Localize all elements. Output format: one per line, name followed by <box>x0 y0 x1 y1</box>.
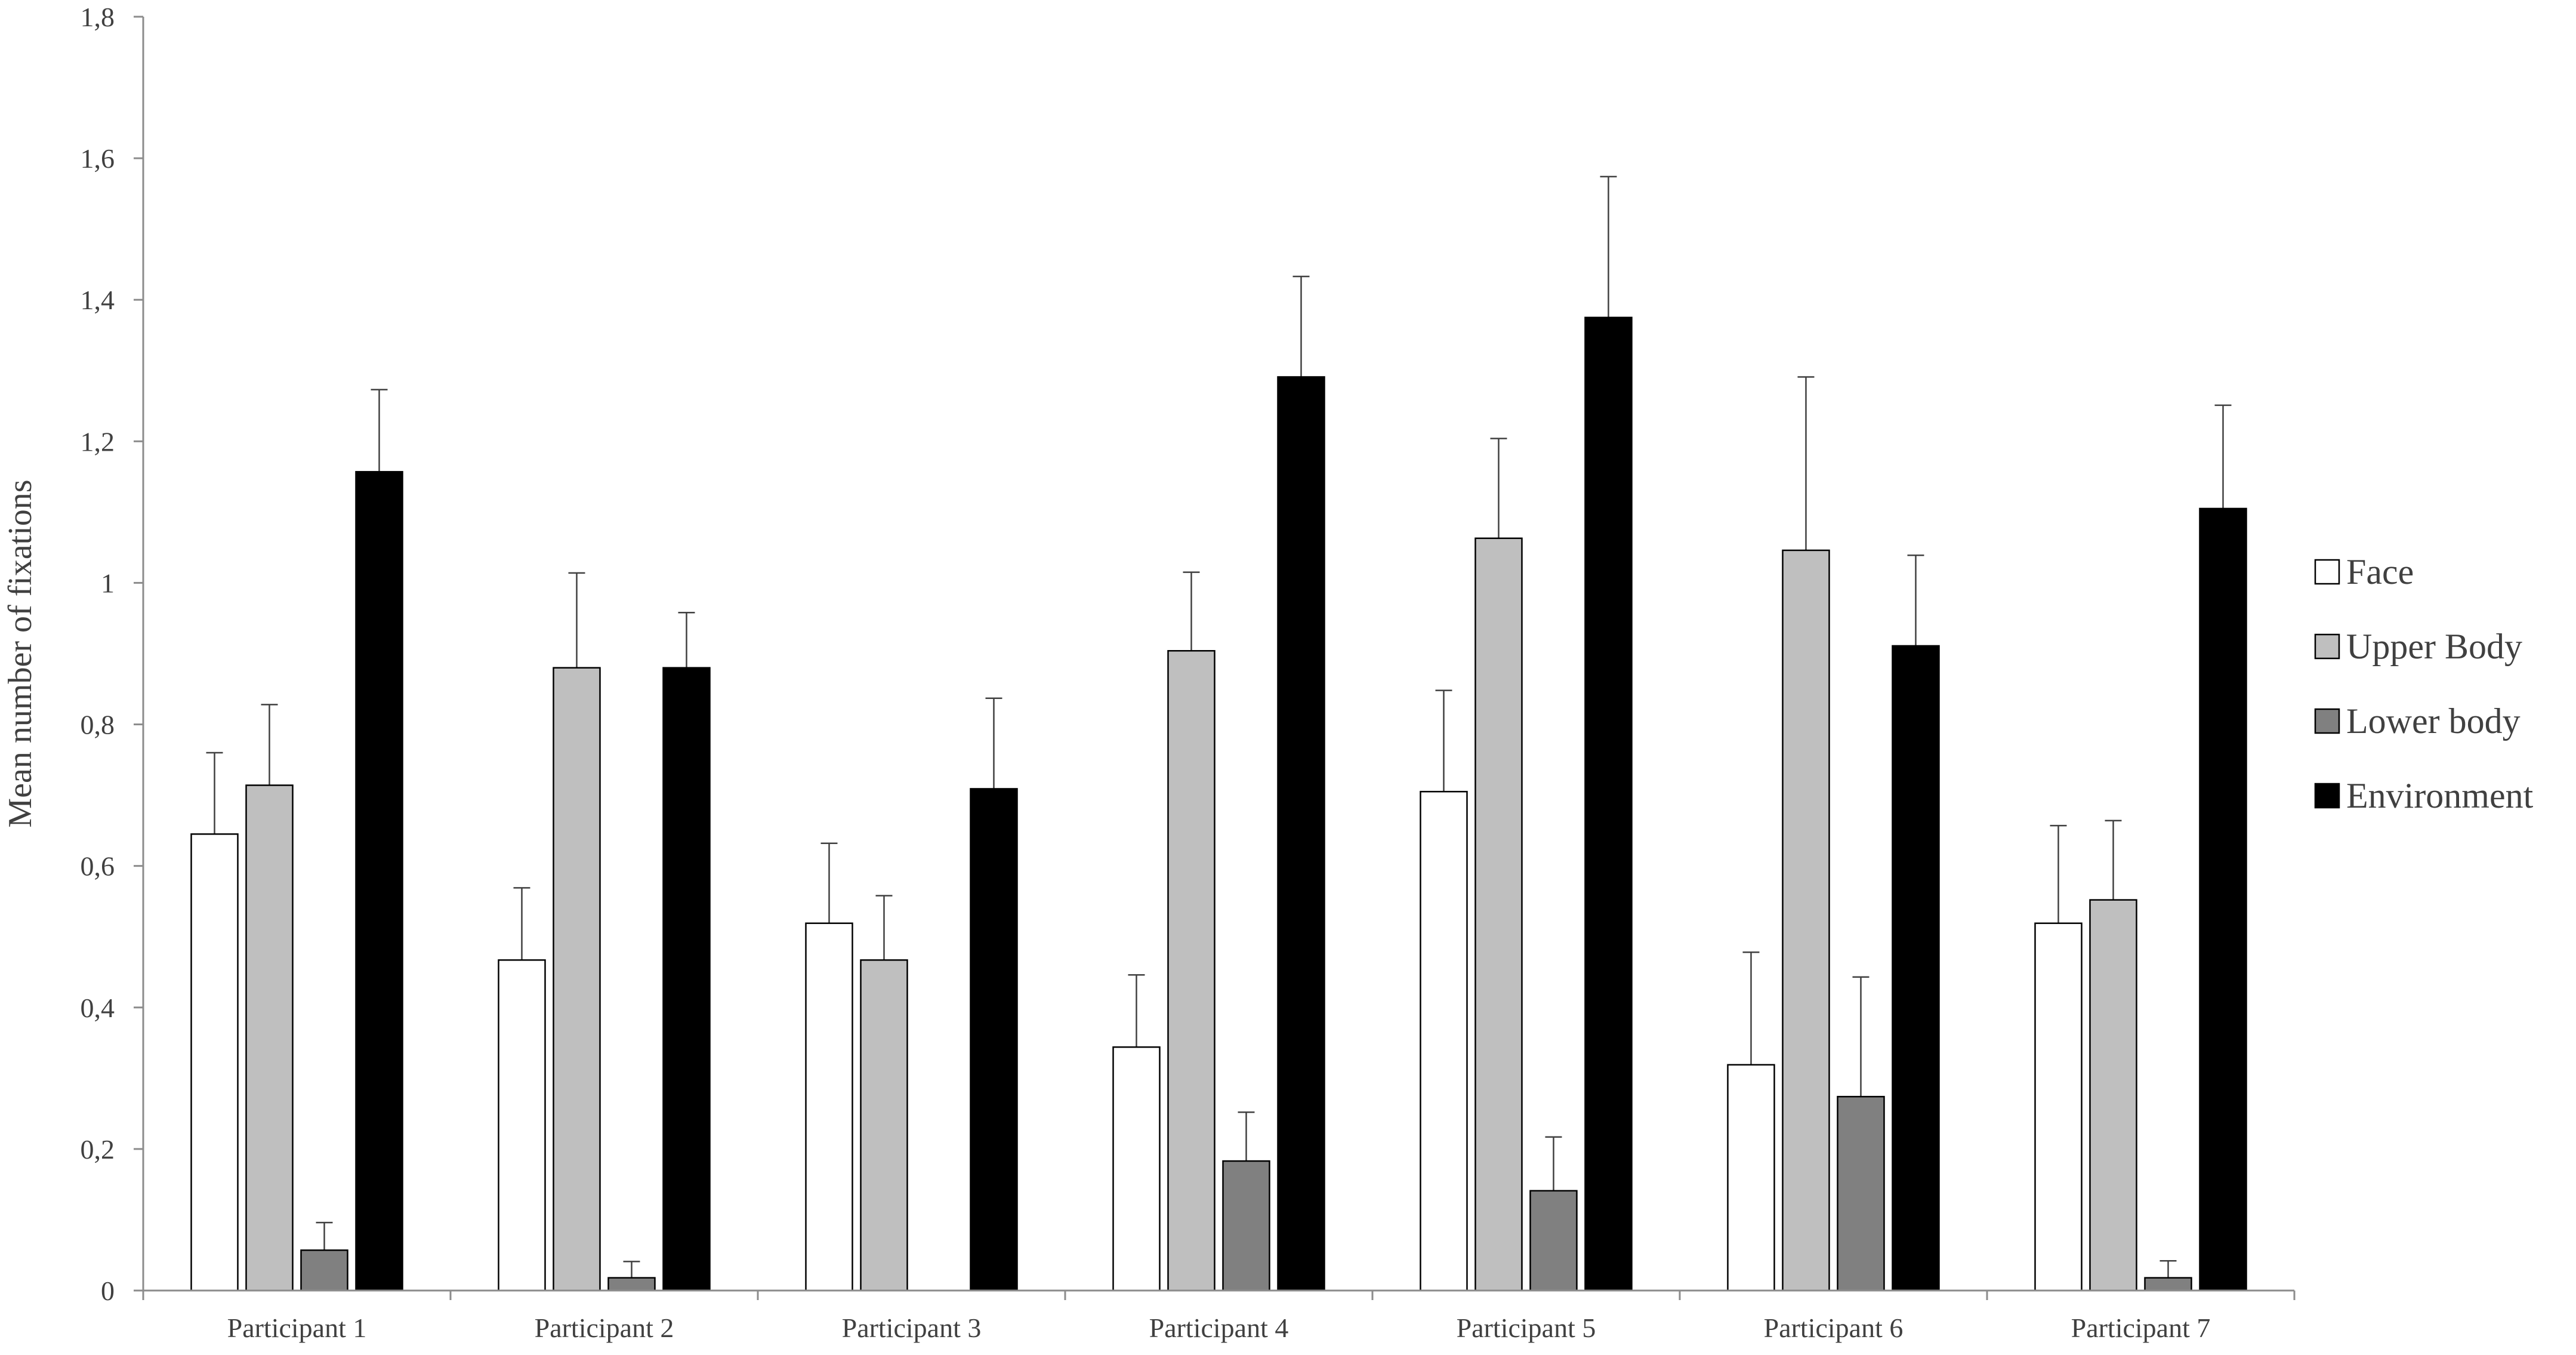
bar <box>2089 899 2137 1292</box>
bar <box>2199 507 2247 1292</box>
y-tick-label: 0,8 <box>81 710 115 740</box>
legend-label: Lower body <box>2346 701 2521 741</box>
y-tick-label: 1,2 <box>81 426 115 457</box>
bar <box>1529 1190 1578 1292</box>
legend-label: Upper Body <box>2346 627 2522 666</box>
y-tick-label: 0,2 <box>81 1134 115 1165</box>
x-category-label: Participant 3 <box>842 1313 982 1343</box>
bar <box>245 784 294 1292</box>
bar <box>1727 1064 1775 1292</box>
bar <box>553 667 601 1292</box>
x-category-label: Participant 7 <box>2071 1313 2211 1343</box>
bar <box>2034 922 2083 1292</box>
y-tick-label: 0 <box>101 1276 115 1306</box>
y-tick-label: 1,6 <box>81 143 115 174</box>
legend-swatch <box>2314 559 2340 585</box>
bar <box>1277 376 1325 1292</box>
bar <box>1167 650 1215 1292</box>
bar <box>498 959 546 1292</box>
bar <box>805 922 853 1292</box>
legend-label: Face <box>2346 552 2414 592</box>
x-category-label: Participant 5 <box>1457 1313 1596 1343</box>
x-category-label: Participant 4 <box>1149 1313 1289 1343</box>
bar <box>970 788 1018 1292</box>
bar <box>1474 537 1523 1292</box>
x-category-label: Participant 2 <box>535 1313 674 1343</box>
y-tick-label: 1,4 <box>81 285 115 315</box>
legend-swatch <box>2314 783 2340 809</box>
bar <box>2144 1277 2192 1292</box>
y-tick-label: 0,4 <box>81 993 115 1023</box>
error-bars-layer <box>206 175 2232 1278</box>
bar <box>300 1249 348 1292</box>
x-category-label: Participant 6 <box>1764 1313 1904 1343</box>
bar <box>1420 790 1468 1292</box>
legend-swatch <box>2314 708 2340 734</box>
legend: Face Upper Body Lower body Environment <box>2314 552 2534 815</box>
y-tick-label: 1 <box>101 568 115 598</box>
y-tick-label: 0,6 <box>81 851 115 882</box>
bar <box>190 833 239 1292</box>
bar <box>1782 549 1830 1292</box>
bar <box>1222 1160 1270 1292</box>
y-axis-ticks: 0 0,2 0,4 0,6 0,8 1 1,2 1,4 1,6 1,8 <box>81 2 143 1306</box>
bar <box>1112 1046 1161 1292</box>
bar <box>860 959 908 1292</box>
bar <box>355 471 403 1292</box>
bar <box>1837 1095 1885 1292</box>
bars-layer <box>190 316 2247 1292</box>
x-axis-labels: Participant 1 Participant 2 Participant 3 P… <box>142 1291 2296 1343</box>
legend-label: Environment <box>2346 776 2534 815</box>
bar <box>1892 645 1940 1292</box>
bar <box>607 1277 656 1292</box>
y-tick-label: 1,8 <box>81 2 115 32</box>
x-category-label: Participant 1 <box>227 1313 367 1343</box>
legend-swatch <box>2314 633 2340 660</box>
bar <box>1584 316 1633 1292</box>
y-axis-title: Mean number of fixations <box>2 479 39 827</box>
bar <box>662 667 711 1292</box>
